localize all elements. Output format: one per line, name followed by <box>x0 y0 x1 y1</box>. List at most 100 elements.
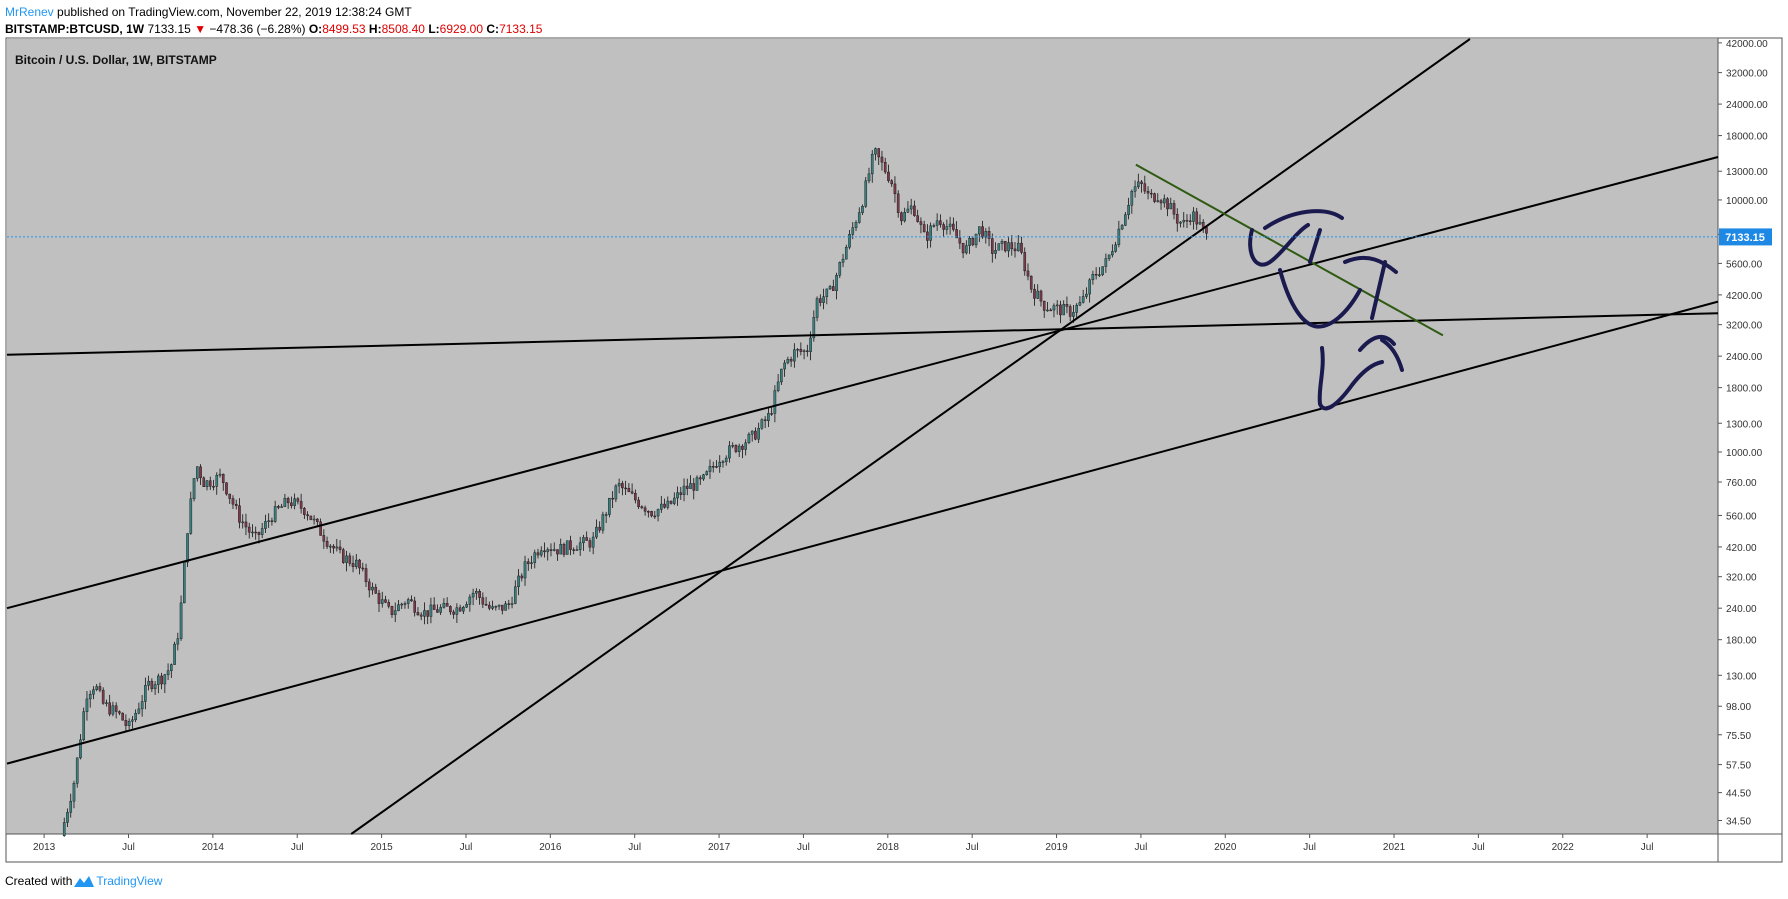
candle-body <box>809 337 812 352</box>
candle-body <box>335 546 339 549</box>
candle-body <box>546 549 550 553</box>
candle-body <box>935 220 939 226</box>
candle-body <box>212 486 215 488</box>
candle-body <box>1111 251 1114 256</box>
annotation-stroke <box>1317 346 1384 411</box>
candle-body <box>228 493 232 499</box>
candle-body <box>231 498 235 505</box>
trendline-green-descending[interactable] <box>1135 163 1444 337</box>
candle-body <box>893 183 897 195</box>
down-arrow-icon: ▼ <box>194 22 207 36</box>
candle-body <box>432 604 436 610</box>
candle-body <box>591 536 595 548</box>
candle-body <box>731 445 735 447</box>
x-tick-label: Jul <box>1641 842 1654 853</box>
candle-body <box>1026 270 1030 277</box>
candle-body <box>572 549 575 551</box>
candle-body <box>1169 203 1173 210</box>
candle-body <box>189 498 193 534</box>
candle-body <box>611 497 614 500</box>
candle-body <box>530 562 533 564</box>
candle-body <box>621 483 624 489</box>
candle-body <box>1156 200 1160 202</box>
candle-body <box>1130 191 1134 206</box>
candle-body <box>286 498 290 504</box>
candle-body <box>85 698 89 712</box>
candle-body <box>254 531 257 534</box>
candle-body <box>692 483 696 491</box>
annotation-stroke <box>1248 223 1310 267</box>
high-value: 8508.40 <box>381 22 425 36</box>
candle-body <box>144 685 147 702</box>
candle-body <box>277 506 280 508</box>
candle-body <box>562 544 566 555</box>
candle-body <box>939 220 942 225</box>
candle-body <box>92 689 95 695</box>
candle-body <box>1000 241 1004 244</box>
candle-body <box>864 180 868 207</box>
time-axis[interactable]: 2013 Jul 2014 Jul 2015 Jul 2016 Jul 2017 Jul 2018 J… <box>33 834 1654 853</box>
candle-body <box>812 317 816 339</box>
candle-body <box>994 250 997 254</box>
candle-body <box>679 492 683 495</box>
x-tick-label: 2019 <box>1045 842 1068 853</box>
candle-body <box>1153 193 1156 202</box>
trendline-upper-channel[interactable] <box>6 156 1719 610</box>
annotation-stroke <box>1263 209 1344 230</box>
candle-body <box>221 473 225 483</box>
symbol-name[interactable]: BITSTAMP:BTCUSD, 1W <box>5 22 145 36</box>
candle-body <box>1029 275 1033 290</box>
candle-body <box>1049 309 1053 312</box>
candle-body <box>582 537 585 544</box>
candle-body <box>176 638 180 645</box>
tradingview-link[interactable]: TradingView <box>96 874 163 888</box>
candle-body <box>501 604 504 611</box>
trendline-steep[interactable] <box>350 38 1471 835</box>
candle-body <box>163 674 167 685</box>
candle-body <box>952 223 955 230</box>
annotation-stroke <box>1370 260 1387 320</box>
candle-body <box>153 684 157 690</box>
candle-body <box>513 586 517 604</box>
open-label: O: <box>308 22 323 36</box>
candle-body <box>147 680 150 686</box>
author-link[interactable]: MrRenev <box>5 5 54 19</box>
candle-body <box>1052 305 1056 311</box>
x-tick-label: Jul <box>1303 842 1316 853</box>
candle-body <box>423 610 426 617</box>
candle-body <box>234 504 238 506</box>
candle-body <box>608 497 611 515</box>
candle-body <box>62 822 66 837</box>
candle-body <box>926 231 929 241</box>
candle-body <box>585 537 588 541</box>
candle-body <box>653 515 657 518</box>
trendline-lower-channel[interactable] <box>6 300 1719 765</box>
candle-body <box>1059 304 1062 316</box>
candle-body <box>841 258 845 263</box>
candle-body <box>958 237 962 244</box>
trendlines-layer[interactable] <box>6 38 1719 835</box>
candle-body <box>919 221 923 225</box>
candle-body <box>796 348 799 351</box>
candle-body <box>968 237 971 246</box>
candle-body <box>426 610 429 617</box>
candle-body <box>1023 252 1027 272</box>
last-price: 7133.15 <box>147 22 191 36</box>
candle-body <box>1078 302 1082 306</box>
plot-area[interactable] <box>7 39 1718 834</box>
y-tick-label: 4200.00 <box>1726 291 1763 302</box>
x-tick-label: Jul <box>460 842 473 853</box>
trendline-horizontal[interactable] <box>6 312 1719 356</box>
candle-body <box>793 349 796 362</box>
candle-body <box>770 413 773 415</box>
candle-body <box>1068 306 1072 317</box>
candle-body <box>822 296 825 303</box>
candle-body <box>660 503 663 510</box>
candle-body <box>1055 304 1059 307</box>
candle-body <box>604 514 608 516</box>
candle-body <box>708 466 712 472</box>
candle-body <box>718 461 722 467</box>
candle-body <box>1185 219 1189 222</box>
candle-body <box>358 559 361 569</box>
